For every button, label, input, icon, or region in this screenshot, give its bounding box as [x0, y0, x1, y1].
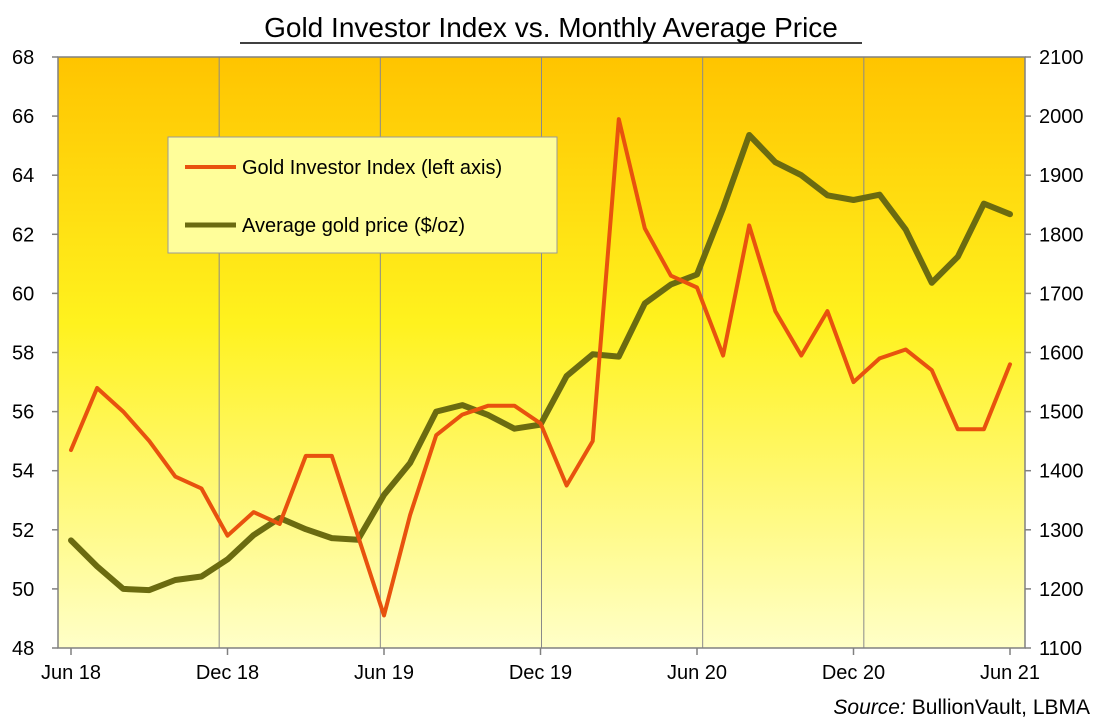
source-label: Source:	[833, 696, 905, 719]
right-tick-label-1: 1200	[1039, 579, 1084, 601]
right-tick-label-3: 1400	[1039, 461, 1084, 483]
left-tick-label-7: 62	[12, 224, 34, 246]
left-tick-label-6: 60	[12, 283, 34, 305]
right-tick-label-7: 1800	[1039, 224, 1084, 246]
legend-box	[167, 136, 558, 254]
x-tick-label-2: Jun 19	[354, 662, 414, 684]
left-tick-label-0: 48	[12, 638, 34, 660]
series-layer	[68, 117, 1013, 618]
left-axis-ticks: 48 50 52 54 56 58 60 62 64 66 68	[12, 47, 58, 660]
plot-border	[57, 56, 1026, 649]
x-tick-label-3: Dec 19	[509, 662, 572, 684]
right-tick-label-8: 1900	[1039, 165, 1084, 187]
x-tick-label-5: Dec 20	[822, 662, 885, 684]
right-tick-label-5: 1600	[1039, 343, 1084, 365]
right-tick-label-2: 1300	[1039, 520, 1084, 542]
left-tick-label-3: 54	[12, 461, 34, 483]
x-tick-label-0: Jun 18	[41, 662, 101, 684]
legend-label-gold-investor-index: Gold Investor Index (left axis)	[242, 157, 502, 179]
series-line-gold-investor-index	[69, 117, 1012, 618]
right-tick-label-4: 1500	[1039, 402, 1084, 424]
right-tick-label-10: 2100	[1039, 47, 1084, 69]
source-text: BullionVault, LBMA	[912, 696, 1090, 719]
left-tick-label-10: 68	[12, 47, 34, 69]
left-tick-label-4: 56	[12, 402, 34, 424]
x-tick-label-4: Jun 20	[667, 662, 727, 684]
source-note: Source: BullionVault, LBMA	[833, 696, 1090, 719]
legend-label-average-gold-price: Average gold price ($/oz)	[242, 215, 465, 237]
left-tick-label-2: 52	[12, 520, 34, 542]
left-tick-label-1: 50	[12, 579, 34, 601]
legend: Gold Investor Index (left axis) Average …	[167, 136, 558, 254]
left-tick-label-5: 58	[12, 343, 34, 365]
left-tick-label-9: 66	[12, 106, 34, 128]
chart-title: Gold Investor Index vs. Monthly Average …	[264, 12, 838, 43]
right-tick-label-0: 1100	[1039, 638, 1082, 660]
x-tick-label-6: Jun 21	[980, 662, 1040, 684]
right-tick-label-9: 2000	[1039, 106, 1084, 128]
right-tick-label-6: 1700	[1039, 283, 1084, 305]
x-tick-label-1: Dec 18	[196, 662, 259, 684]
left-tick-label-8: 64	[12, 165, 34, 187]
right-axis-ticks: 1100 1200 1300 1400 1500 1600 1700 1800 1900 2000…	[1025, 47, 1084, 660]
x-axis-ticks: Jun 18 Dec 18 Jun 19 Dec 19 Jun 20 Dec 20 Jun …	[41, 648, 1040, 684]
